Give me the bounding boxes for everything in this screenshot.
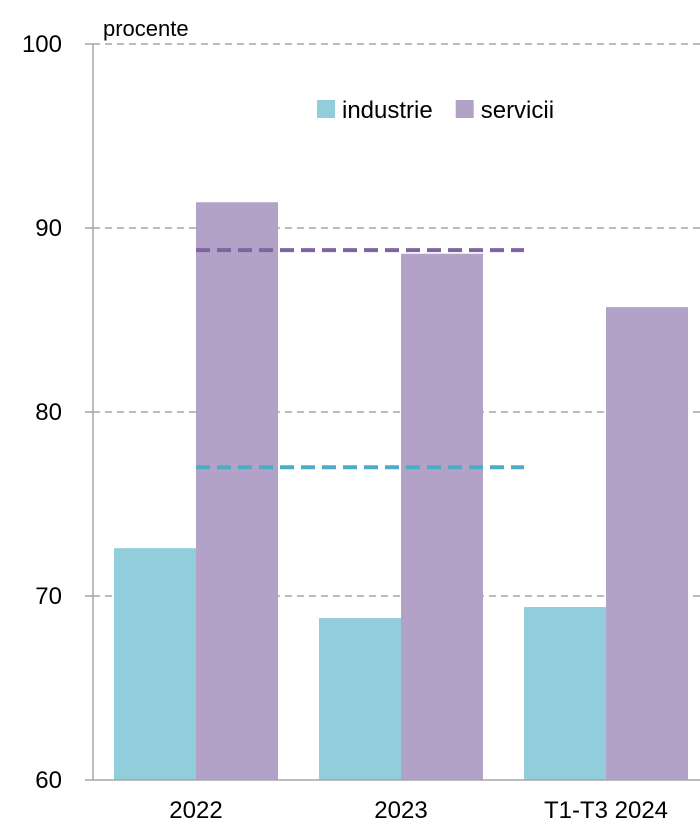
y-tick-label: 70: [35, 583, 62, 610]
bar-servicii: [401, 253, 483, 780]
bars: [114, 202, 688, 781]
legend-label-servicii: servicii: [481, 97, 554, 124]
y-tick-label: 60: [35, 767, 62, 794]
legend-label-industrie: industrie: [342, 97, 433, 124]
bar-industrie: [319, 618, 401, 780]
y-tick-label: 100: [22, 31, 62, 58]
bar-industrie: [114, 548, 196, 780]
x-tick-label: T1-T3 2024: [544, 797, 668, 824]
y-tick-labels: 60 70 80 90 100: [22, 31, 62, 794]
gridlines: [93, 43, 700, 597]
y-unit-label: procente: [103, 16, 189, 41]
bar-servicii: [196, 202, 278, 781]
x-tick-labels: 2022 2023 T1-T3 2024: [169, 797, 668, 824]
legend-swatch-industrie: [317, 100, 335, 118]
reference-lines: [196, 248, 524, 470]
bar-industrie: [524, 607, 606, 780]
legend-swatch-servicii: [455, 100, 474, 118]
y-tick-label: 80: [35, 399, 62, 426]
legend: industrie servicii: [317, 97, 554, 124]
y-tick-label: 90: [35, 215, 62, 242]
x-tick-label: 2023: [374, 797, 427, 824]
x-tick-label: 2022: [169, 797, 222, 824]
axes: [85, 43, 700, 781]
bar-servicii: [606, 307, 688, 780]
